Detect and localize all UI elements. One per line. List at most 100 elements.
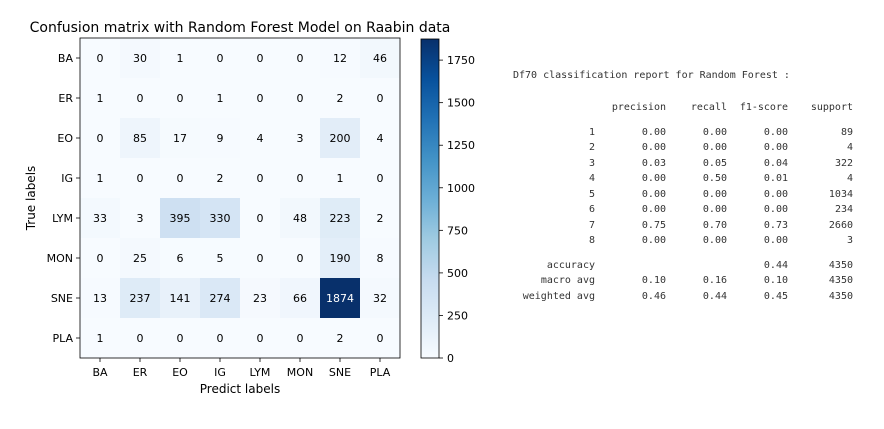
x-tick-label: IG [214, 366, 226, 379]
report-header-row: precision recall f1-score support [513, 100, 853, 116]
report-class-row: 8 0.00 0.00 0.00 3 [513, 233, 853, 249]
matrix-cell [320, 118, 360, 158]
x-tick-label: MON [287, 366, 313, 379]
cell-value: 0 [257, 332, 264, 345]
cell-value: 48 [293, 212, 307, 225]
y-axis-label: True labels [24, 166, 38, 232]
report-cell: 0.44 [702, 290, 727, 302]
cell-value: 25 [133, 252, 147, 265]
report-cell: 0.00 [702, 126, 727, 138]
x-tick-label: PLA [370, 366, 391, 379]
matrix-frame [79, 37, 401, 359]
colorbar-tick-label: 1000 [447, 182, 475, 195]
matrix-cell [120, 118, 160, 158]
cell-value: 0 [377, 332, 384, 345]
cell-value: 0 [297, 52, 304, 65]
matrix-cell [80, 318, 120, 358]
matrix-cell [360, 158, 400, 198]
report-cell: 0.00 [702, 142, 727, 153]
cell-value: 8 [377, 252, 384, 265]
matrix-cell [240, 158, 280, 198]
cell-value: 0 [377, 92, 384, 105]
x-tick-label: BA [92, 366, 108, 379]
report-cell: 0.05 [702, 157, 727, 169]
report-row-label: 5 [588, 188, 595, 200]
report-cell: 89 [840, 126, 853, 138]
report-cell: 0.45 [763, 290, 788, 302]
cell-value: 0 [377, 172, 384, 185]
report-cell: 4350 [828, 259, 853, 271]
y-tick-label: PLA [52, 332, 73, 345]
report-spacer [513, 116, 853, 125]
report-cell: 0.73 [763, 219, 788, 231]
matrix-cell [200, 278, 240, 318]
y-tick-label: LYM [52, 212, 73, 225]
report-cell: 0.04 [763, 157, 788, 169]
cell-value: 0 [97, 132, 104, 145]
cell-value: 0 [257, 92, 264, 105]
cell-value: 0 [217, 332, 224, 345]
report-cell: 0.75 [641, 219, 666, 231]
matrix-cell [360, 278, 400, 318]
y-tick-label: SNE [51, 292, 73, 305]
cell-value: 9 [217, 132, 224, 145]
matrix-cell [80, 278, 120, 318]
cell-value: 1 [337, 172, 344, 185]
matrix-cell [160, 158, 200, 198]
y-tick-label: ER [58, 92, 73, 105]
cell-value: 85 [133, 132, 147, 145]
colorbar-tick-label: 1500 [447, 97, 475, 110]
report-cell: 0.00 [763, 188, 788, 200]
cell-value: 0 [297, 252, 304, 265]
report-row-label: 4 [588, 173, 595, 184]
cell-value: 1 [217, 92, 224, 105]
report-cell: 4 [846, 173, 853, 184]
matrix-cell [280, 38, 320, 78]
matrix-cell [200, 118, 240, 158]
report-cell: 0.01 [763, 173, 788, 184]
matrix-cell [80, 158, 120, 198]
cell-value: 3 [297, 132, 304, 145]
report-cell: 0.03 [641, 157, 666, 169]
report-class-row: 3 0.03 0.05 0.04 322 [513, 156, 853, 172]
report-class-row: 1 0.00 0.00 0.00 89 [513, 125, 853, 141]
cell-value: 0 [297, 172, 304, 185]
cell-value: 6 [177, 252, 184, 265]
report-title: Df70 classification report for Random Fo… [513, 70, 790, 81]
report-cell [666, 258, 727, 274]
report-cell: 0.44 [763, 259, 788, 271]
matrix-cell [240, 278, 280, 318]
report-cell: support [810, 102, 853, 113]
matrix-cell [80, 38, 120, 78]
y-tick-label: MON [47, 252, 73, 265]
matrix-cell [80, 118, 120, 158]
cell-value: 13 [93, 292, 107, 305]
matrix-cell [200, 38, 240, 78]
report-row-label: 8 [588, 235, 595, 246]
report-cell: 0.46 [641, 290, 666, 302]
report-cell: 0.10 [763, 275, 788, 286]
report-cell: 0.00 [702, 188, 727, 200]
matrix-cell [320, 318, 360, 358]
matrix-cell [200, 198, 240, 238]
report-class-row: 2 0.00 0.00 0.00 4 [513, 140, 853, 156]
cell-value: 0 [257, 172, 264, 185]
matrix-cell [200, 318, 240, 358]
report-cell: 0.00 [641, 173, 666, 184]
y-tick-label: IG [61, 172, 73, 185]
report-cell: 0.00 [641, 235, 666, 246]
matrix-cell [200, 238, 240, 278]
cell-value: 17 [173, 132, 187, 145]
report-cell: precision [611, 102, 666, 113]
cell-value: 3 [137, 212, 144, 225]
cell-value: 0 [137, 92, 144, 105]
cell-value: 0 [257, 252, 264, 265]
report-summary-row: macro avg 0.10 0.16 0.10 4350 [513, 273, 853, 289]
cell-value: 2 [337, 332, 344, 345]
cell-value: 0 [297, 332, 304, 345]
report-cell: 0.00 [641, 204, 666, 215]
matrix-cell [320, 38, 360, 78]
y-tick-label: EO [57, 132, 73, 145]
x-tick-label: LYM [250, 366, 271, 379]
matrix-cell [200, 78, 240, 118]
